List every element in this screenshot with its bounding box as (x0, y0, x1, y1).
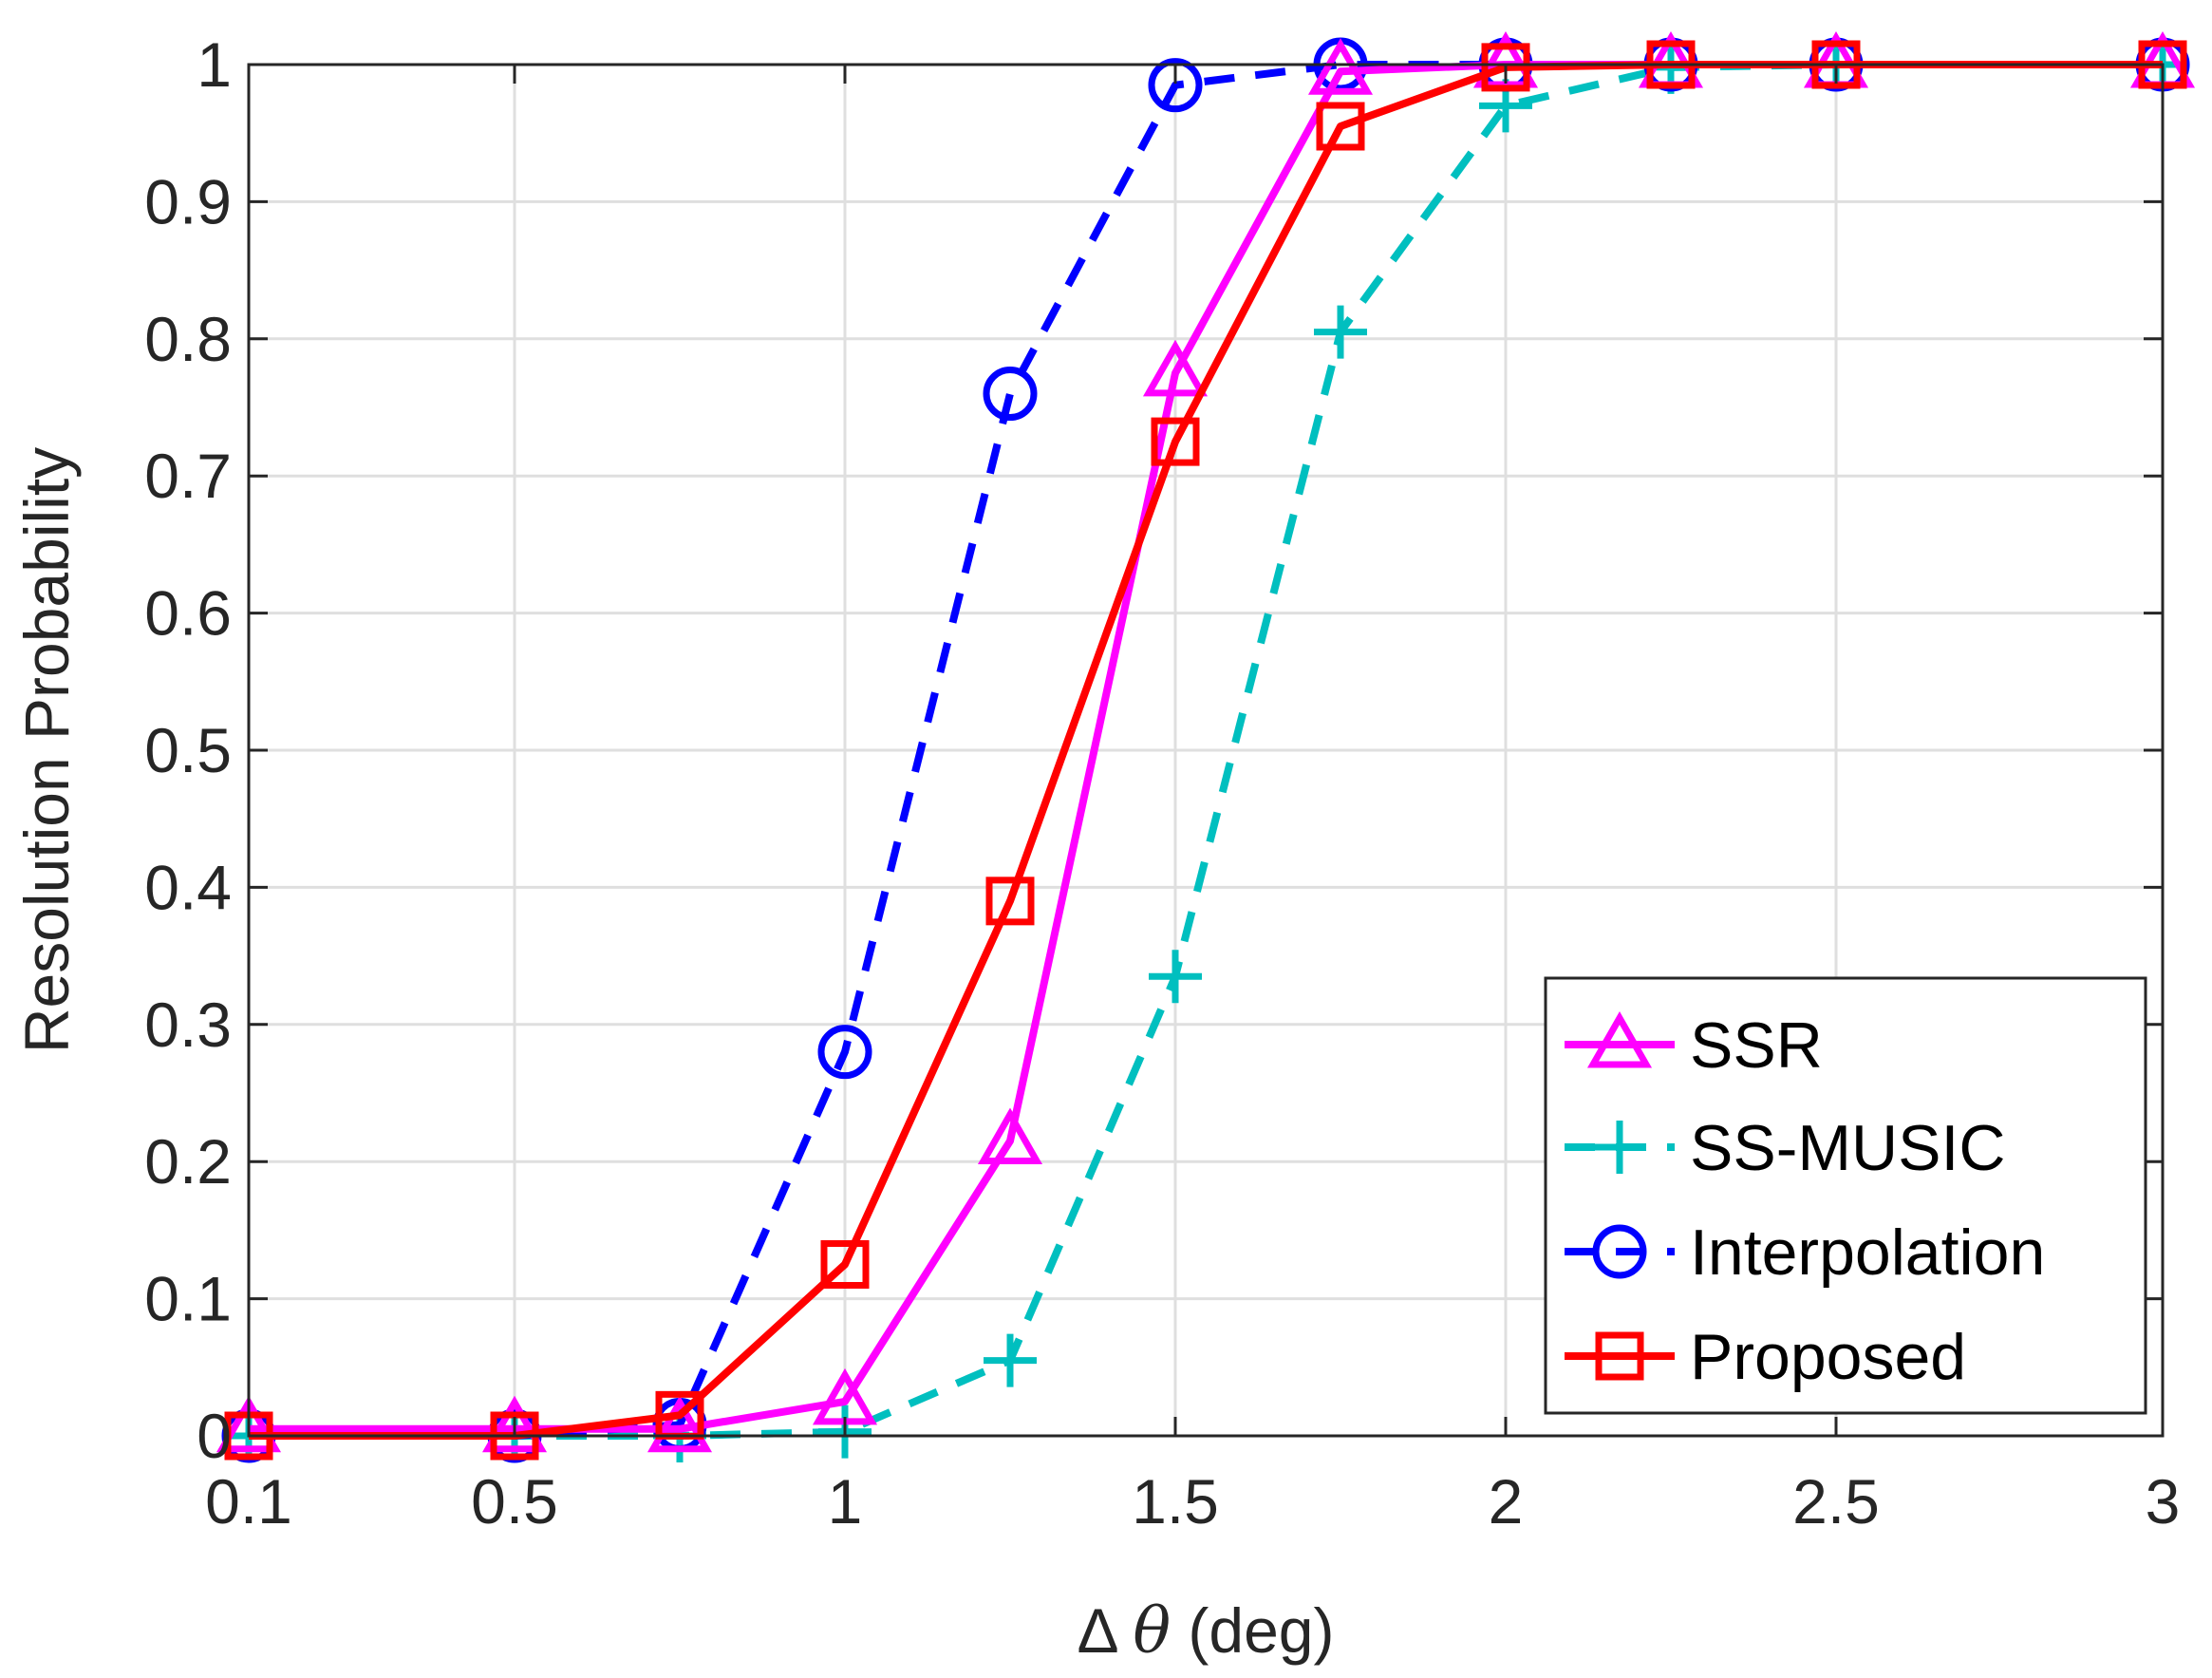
data-point-proposed (1316, 102, 1365, 151)
axis-labels: Δ θ (deg) Resolution Probability (11, 447, 1334, 1668)
legend-entry-proposed: Proposed (1565, 1321, 1966, 1393)
data-point-ssr (647, 1395, 713, 1453)
y-tick-label: 0.9 (144, 166, 232, 236)
legend-marker-ss-music (1593, 1121, 1646, 1174)
ticks: 0.1 0.5 1 1.5 2 2.5 300.10.20.30.40.50.60.70.8… (144, 29, 2180, 1537)
x-tick-label: 1.5 (1132, 1466, 1219, 1537)
data-point-interpolation (1148, 58, 1203, 113)
legend-box (1544, 976, 2147, 1415)
data-point-ss-music (984, 1333, 1037, 1387)
data-point-ssr (1142, 339, 1209, 397)
x-axis-label-unit: (deg) (1188, 1595, 1334, 1666)
legend-marker-interpolation (1592, 1224, 1647, 1279)
data-point-proposed (820, 1240, 870, 1289)
legend-entry-ss-music: SS-MUSIC (1565, 1112, 2005, 1184)
y-tick-label: 1 (197, 29, 232, 100)
data-point-ssr (977, 1107, 1043, 1165)
y-tick-label: 0.6 (144, 578, 232, 649)
y-tick-label: 0.2 (144, 1126, 232, 1197)
y-tick-label: 0.4 (144, 852, 232, 922)
x-tick-label: 0.5 (471, 1466, 558, 1537)
data-point-ss-music (1149, 950, 1202, 1004)
data-point-proposed (985, 877, 1035, 926)
x-tick-label: 2.5 (1792, 1466, 1880, 1537)
x-tick-label: 2 (1489, 1466, 1524, 1537)
x-axis-label-symbol: Δ (1078, 1595, 1118, 1666)
data-point-ssr (1472, 30, 1539, 88)
data-point-interpolation (817, 1025, 872, 1080)
x-axis-label: Δ θ (deg) (1078, 1594, 1335, 1668)
legend-marker-ssr (1586, 1010, 1653, 1068)
legend-label-interpolation: Interpolation (1690, 1216, 2045, 1289)
legend-entry-ssr: SSR (1565, 1009, 1823, 1082)
legend-marker-proposed (1595, 1331, 1644, 1381)
legend: SSR SS-MUSIC Interpolation Proposed (1544, 976, 2147, 1415)
y-tick-label: 0.5 (144, 715, 232, 785)
x-tick-label: 3 (2146, 1466, 2181, 1537)
x-tick-label: 1 (828, 1466, 863, 1537)
y-tick-label: 0.1 (144, 1264, 232, 1334)
x-axis-label-variable: θ (1133, 1594, 1171, 1668)
legend-label-ss-music: SS-MUSIC (1690, 1112, 2005, 1184)
x-tick-label: 0.1 (205, 1466, 292, 1537)
data-point-ssr (481, 1395, 548, 1453)
data-point-interpolation (983, 367, 1038, 422)
legend-label-proposed: Proposed (1690, 1321, 1966, 1393)
y-tick-label: 0.3 (144, 990, 232, 1060)
y-tick-label: 0 (197, 1401, 232, 1471)
y-tick-label: 0.7 (144, 441, 232, 511)
data-point-ssr (216, 1395, 282, 1453)
y-tick-label: 0.8 (144, 304, 232, 374)
data-point-ssr (1307, 38, 1374, 95)
data-point-ss-music (1314, 305, 1367, 359)
legend-label-ssr: SSR (1690, 1009, 1823, 1082)
data-point-proposed (1151, 417, 1200, 466)
y-axis-label: Resolution Probability (11, 447, 82, 1053)
legend-entry-interpolation: Interpolation (1565, 1216, 2045, 1289)
data-point-proposed (1481, 43, 1530, 92)
